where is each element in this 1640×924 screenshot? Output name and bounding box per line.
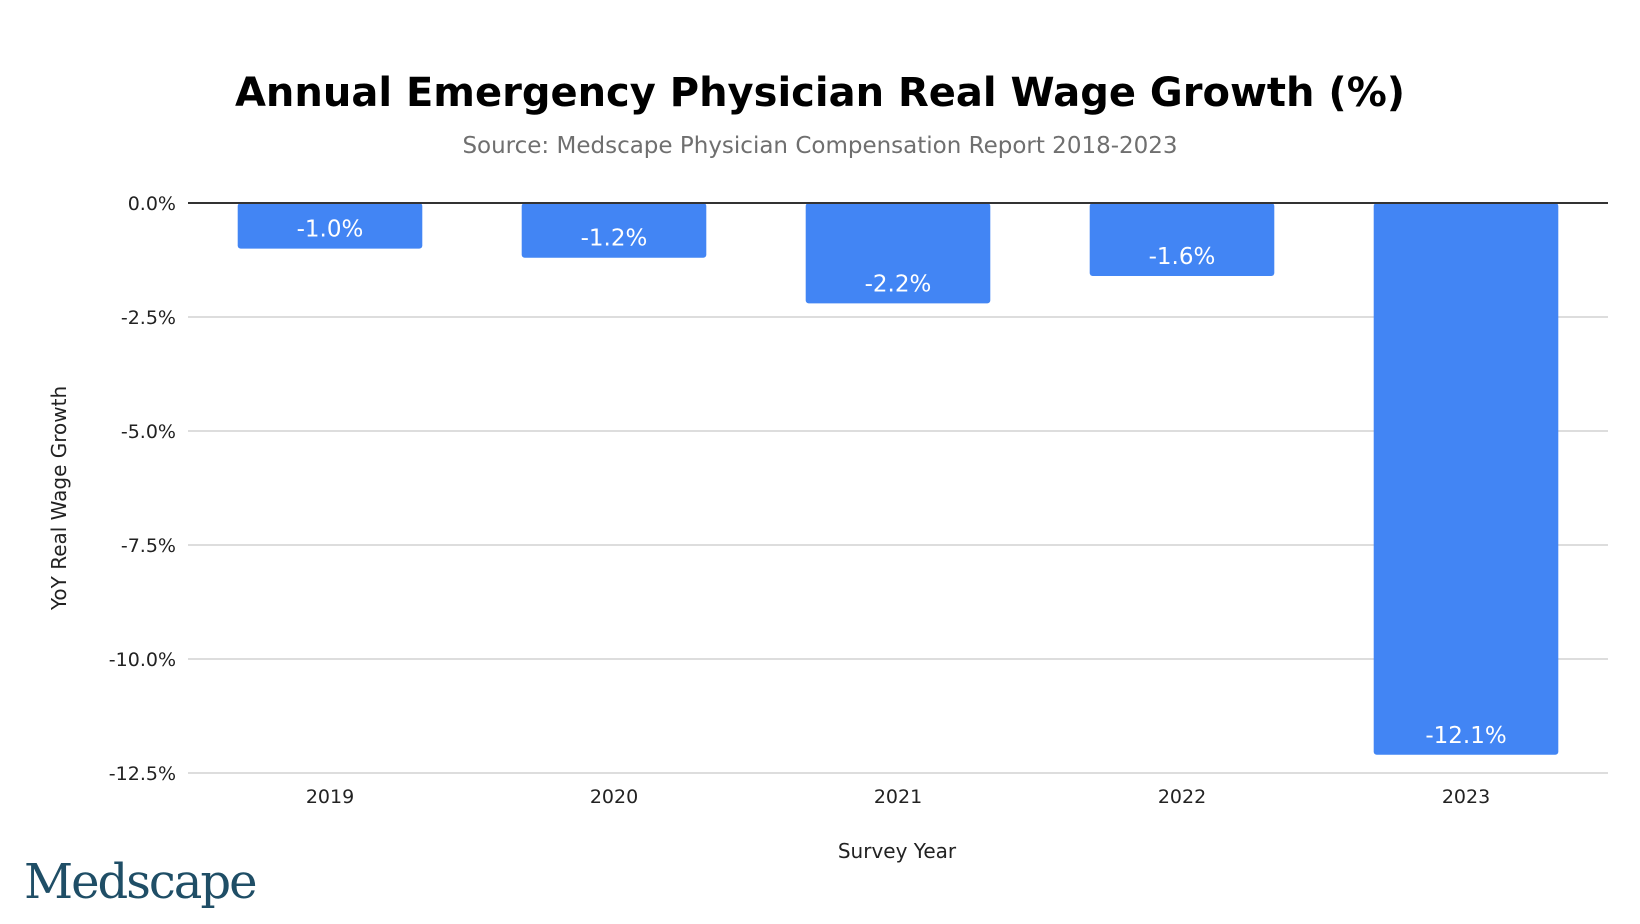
x-tick-label: 2021 bbox=[874, 786, 922, 808]
bar-data-label: -1.0% bbox=[297, 217, 364, 243]
gridlines bbox=[188, 316, 1608, 774]
bars bbox=[237, 203, 1559, 755]
bar-2020 bbox=[521, 203, 707, 258]
y-tick-label: -10.0% bbox=[109, 649, 176, 671]
y-tick-labels: 0.0% -2.5% -5.0% -7.5% -10.0% -12.5% bbox=[109, 193, 176, 785]
y-tick-label: -7.5% bbox=[121, 535, 176, 557]
bar-data-label: -1.6% bbox=[1149, 244, 1216, 270]
x-tick-label: 2022 bbox=[1158, 786, 1206, 808]
x-tick-label: 2023 bbox=[1442, 786, 1490, 808]
x-tick-labels: 2019 2020 2021 2022 2023 bbox=[306, 786, 1490, 808]
bar-2023 bbox=[1373, 203, 1559, 755]
x-axis-title: Survey Year bbox=[838, 839, 957, 863]
y-tick-label: -5.0% bbox=[121, 421, 176, 443]
bar-data-label: -2.2% bbox=[865, 271, 932, 297]
y-tick-label: -12.5% bbox=[109, 763, 176, 785]
bar-2019 bbox=[237, 203, 423, 249]
bar-2022 bbox=[1089, 203, 1275, 276]
x-tick-label: 2020 bbox=[590, 786, 638, 808]
medscape-logo: Medscape bbox=[24, 854, 256, 910]
x-tick-label: 2019 bbox=[306, 786, 354, 808]
bar-data-label: -12.1% bbox=[1425, 723, 1506, 749]
bar-data-label: -1.2% bbox=[581, 226, 648, 252]
bar-data-labels: -1.0% -1.2% -2.2% -1.6% -12.1% bbox=[297, 217, 1507, 749]
bar-2021 bbox=[805, 203, 991, 304]
y-tick-label: -2.5% bbox=[121, 307, 176, 329]
chart-title: Annual Emergency Physician Real Wage Gro… bbox=[235, 70, 1405, 116]
y-tick-label: 0.0% bbox=[128, 193, 176, 215]
chart-subtitle: Source: Medscape Physician Compensation … bbox=[462, 133, 1177, 159]
y-axis-title: YoY Real Wage Growth bbox=[47, 386, 71, 611]
